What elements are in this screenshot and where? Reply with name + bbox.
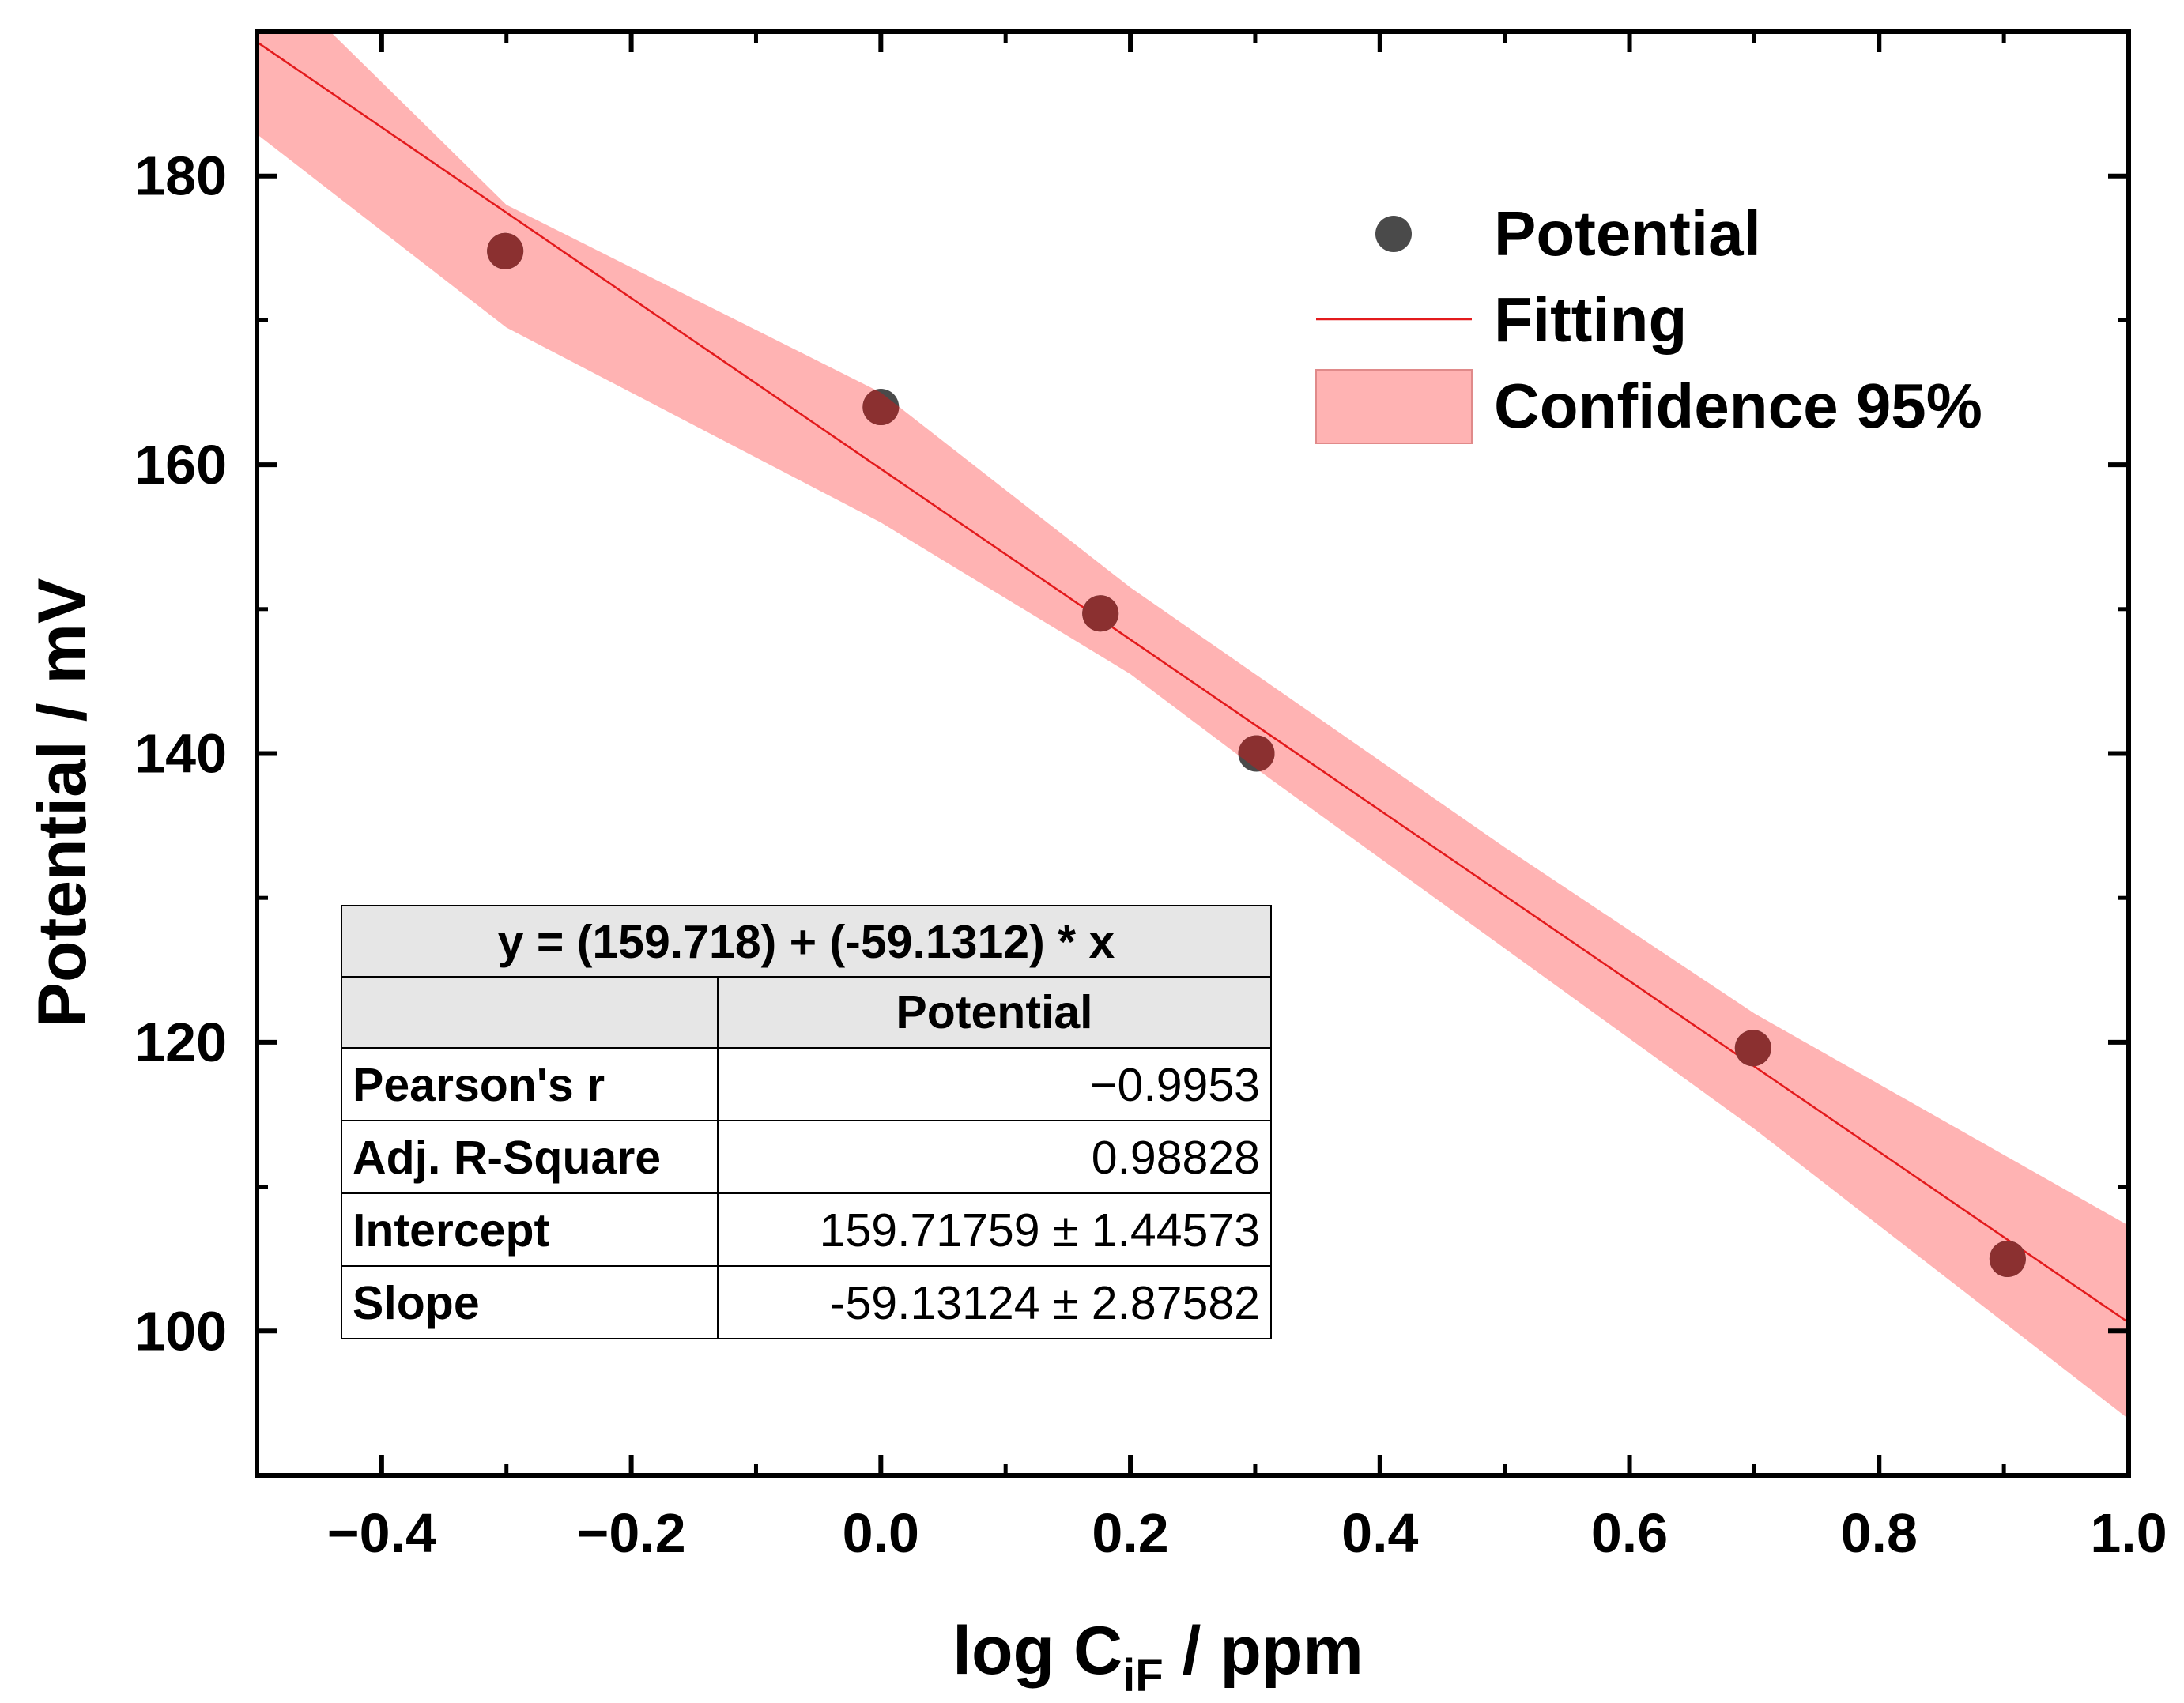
x-axis-ticks: −0.4 −0.2 0.0 0.2 0.4 0.6 0.8 1.0 — [327, 32, 2167, 1564]
table-row — [717, 1120, 1272, 1194]
table-header-label-cell — [341, 976, 719, 1049]
table-equation-row — [341, 905, 1272, 978]
table-column-header: Potential — [896, 986, 1092, 1038]
table-row — [341, 1265, 719, 1339]
legend-label-fitting: Fitting — [1494, 284, 1687, 355]
data-points — [487, 232, 2026, 1277]
y-tick-label: 160 — [134, 434, 227, 495]
fit-line — [257, 41, 2129, 1324]
x-tick-label: −0.2 — [576, 1502, 685, 1564]
y-axis-title: Potential / mV — [25, 578, 100, 1028]
data-point-overlay — [487, 232, 524, 269]
legend-label-potential: Potential — [1494, 198, 1761, 269]
plot-area — [257, 32, 2129, 1419]
confidence-band — [257, 32, 2129, 1419]
stats-table: y = (159.718) + (-59.1312) * x Potential… — [341, 905, 1272, 1339]
table-row — [717, 1265, 1272, 1339]
table-row-value-intercept: 159.71759 ± 1.44573 — [820, 1204, 1260, 1257]
x-axis-title: log CiF / ppm — [952, 1613, 1364, 1701]
data-point-overlay — [1734, 1030, 1771, 1067]
y-axis-ticks: 100 120 140 160 180 — [134, 145, 2129, 1362]
table-row-value-pearson: −0.9953 — [1090, 1059, 1260, 1111]
fit-line-layer — [257, 41, 2129, 1324]
table-row-value-slope: -59.13124 ± 2.87582 — [830, 1277, 1260, 1329]
y-tick-label: 180 — [134, 145, 227, 207]
x-tick-label: 1.0 — [2090, 1502, 2167, 1564]
legend-swatch-confidence — [1315, 369, 1473, 444]
x-tick-label: 0.8 — [1841, 1502, 1918, 1564]
data-point-overlay — [1082, 595, 1119, 632]
table-row — [717, 1047, 1272, 1121]
legend-label-confidence: Confidence 95% — [1494, 371, 1982, 441]
y-tick-label: 120 — [134, 1012, 227, 1073]
table-row-label-slope: Slope — [353, 1277, 480, 1329]
table-row-value-adj-r-square: 0.98828 — [1092, 1132, 1260, 1184]
confidence-band-layer — [257, 32, 2129, 1419]
table-equation: y = (159.718) + (-59.1312) * x — [498, 916, 1115, 968]
x-tick-label: −0.4 — [327, 1502, 436, 1564]
x-tick-label: 0.6 — [1591, 1502, 1668, 1564]
x-tick-label: 0.2 — [1092, 1502, 1168, 1564]
table-row-label-pearson: Pearson's r — [353, 1059, 605, 1111]
x-tick-label: 0.4 — [1341, 1502, 1418, 1564]
table-row-label-intercept: Intercept — [353, 1204, 549, 1257]
legend-marker-potential — [1375, 216, 1412, 252]
x-tick-label: 0.0 — [843, 1502, 919, 1564]
table-row-label-adj-r-square: Adj. R-Square — [353, 1132, 661, 1184]
legend: Potential Fitting Confidence 95% — [1315, 198, 1982, 444]
table-row — [717, 1192, 1272, 1267]
y-tick-label: 140 — [134, 723, 227, 785]
y-tick-label: 100 — [134, 1300, 227, 1362]
data-point-overlay — [1989, 1240, 2026, 1277]
